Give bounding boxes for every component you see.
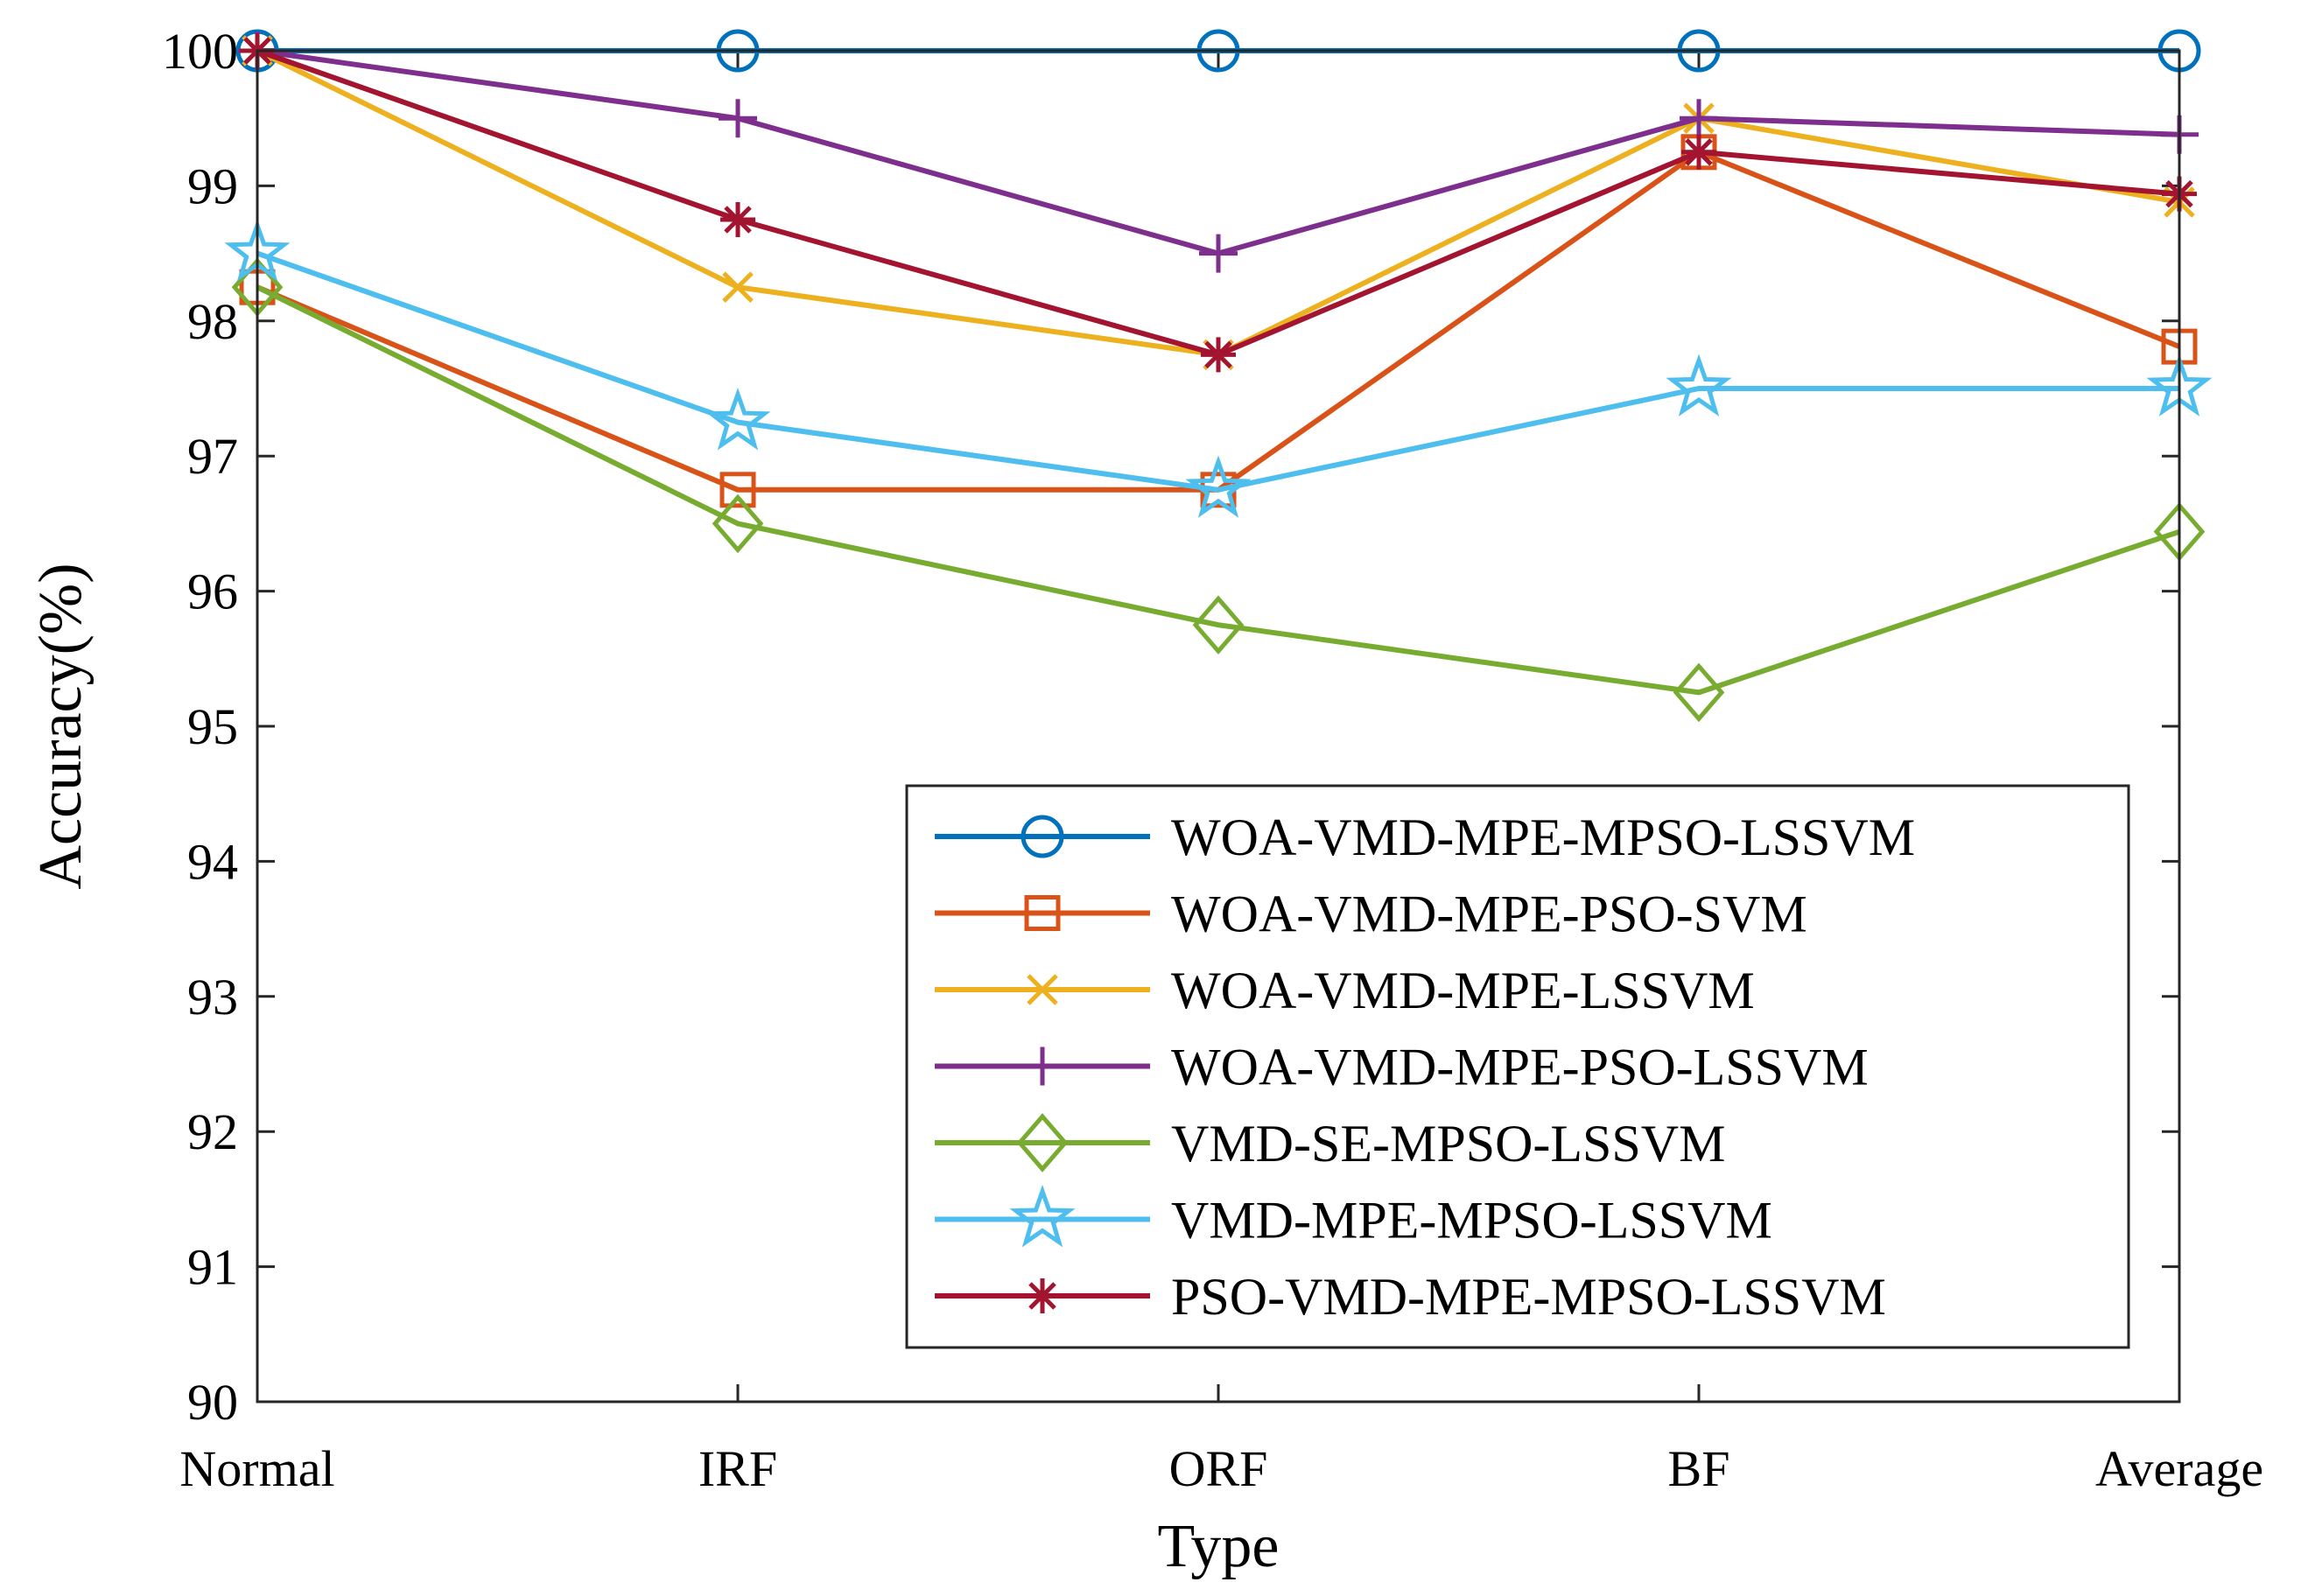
- legend-entry: VMD-MPE-MPSO-LSSVM: [935, 1184, 1772, 1250]
- legend-label: WOA-VMD-MPE-MPSO-LSSVM: [1171, 808, 1915, 866]
- data-point: [1185, 455, 1252, 518]
- y-tick-label: 90: [187, 1374, 238, 1431]
- x-axis-title: Type: [1158, 1513, 1280, 1580]
- x-tick-label: ORF: [1169, 1440, 1268, 1497]
- legend: WOA-VMD-MPE-MPSO-LSSVM WOA-VMD-MPE-PSO-SV…: [905, 784, 2130, 1349]
- data-point: [712, 494, 764, 554]
- data-point: [722, 271, 754, 303]
- y-tick-label: 95: [187, 698, 238, 755]
- legend-entry: PSO-VMD-MPE-MPSO-LSSVM: [935, 1268, 1886, 1326]
- plot-frame: [256, 49, 2181, 1404]
- legend-marker: [1027, 974, 1058, 1005]
- legend-entry: WOA-VMD-MPE-PSO-LSSVM: [935, 1039, 1869, 1096]
- data-point: [1192, 595, 1245, 655]
- legend-marker: [1009, 1184, 1076, 1248]
- legend-label: WOA-VMD-MPE-PSO-SVM: [1171, 886, 1807, 943]
- y-tick-label: 96: [187, 564, 238, 620]
- y-tick-label: 94: [187, 833, 238, 890]
- tick-labels: 90 91 92 93 94 95 96 97 98 99 100 Normal IRF ORF BF Ave…: [162, 23, 2263, 1497]
- data-point: [1201, 337, 1236, 373]
- data-point: [1199, 234, 1238, 273]
- y-tick-label: 98: [187, 293, 238, 350]
- y-tick-label: 91: [187, 1239, 238, 1296]
- data-point: [719, 99, 757, 138]
- series-line: [256, 284, 2180, 696]
- legend-label: VMD-MPE-MPSO-LSSVM: [1171, 1192, 1772, 1250]
- y-axis-title: Accuracy(%): [27, 563, 95, 889]
- y-tick-label: 99: [187, 158, 238, 214]
- legend-label: VMD-SE-MPSO-LSSVM: [1171, 1115, 1725, 1172]
- data-point: [720, 202, 755, 237]
- x-tick-label: IRF: [698, 1440, 777, 1497]
- legend-marker: [1025, 1278, 1060, 1313]
- y-tick-label: 100: [162, 23, 238, 80]
- legend-marker: [1023, 1046, 1062, 1086]
- legend-label: PSO-VMD-MPE-MPSO-LSSVM: [1171, 1268, 1886, 1326]
- data-point: [1681, 134, 1716, 170]
- y-tick-label: 93: [187, 969, 238, 1026]
- x-tick-label: Average: [2095, 1440, 2263, 1497]
- y-tick-label: 92: [187, 1103, 238, 1160]
- legend-marker: [1024, 895, 1061, 931]
- legend-marker: [1021, 815, 1064, 858]
- data-point: [719, 472, 756, 508]
- legend-entry: WOA-VMD-MPE-LSSVM: [935, 962, 1755, 1019]
- legend-label: WOA-VMD-MPE-PSO-LSSVM: [1171, 1039, 1869, 1096]
- y-tick-label: 97: [187, 428, 238, 485]
- series-line: [256, 250, 2179, 493]
- x-tick-label: Normal: [179, 1440, 334, 1497]
- data-point: [1666, 354, 1732, 416]
- data-point: [1680, 99, 1718, 138]
- data-point: [705, 388, 771, 451]
- legend-entry: VMD-SE-MPSO-LSSVM: [935, 1113, 1725, 1172]
- x-tick-label: BF: [1668, 1440, 1730, 1497]
- legend-marker: [1016, 1113, 1069, 1172]
- legend-label: WOA-VMD-MPE-LSSVM: [1171, 962, 1755, 1019]
- legend-entry: WOA-VMD-MPE-MPSO-LSSVM: [935, 808, 1915, 866]
- data-point: [1673, 662, 1725, 723]
- legend-entry: WOA-VMD-MPE-PSO-SVM: [935, 886, 1807, 943]
